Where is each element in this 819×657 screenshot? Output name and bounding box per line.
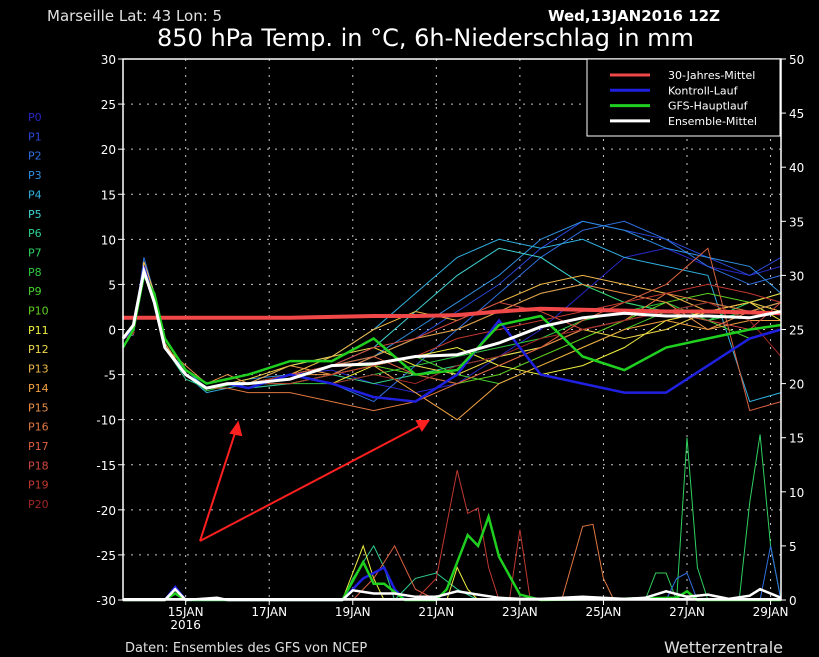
brand-label: Wetterzentrale	[664, 638, 783, 657]
arrow-head-2	[415, 420, 430, 432]
annotation-arrows	[199, 420, 430, 542]
y-tick-label-right: 50	[789, 53, 804, 67]
member-label-p6: P6	[28, 227, 42, 240]
member-label-p1: P1	[28, 130, 42, 143]
y-tick-label-right: 40	[789, 161, 804, 175]
member-label-p14: P14	[28, 382, 49, 395]
legend-label: GFS-Hauptlauf	[668, 100, 749, 113]
gfs-main-run-line	[121, 271, 782, 385]
member-label-p8: P8	[28, 266, 42, 279]
y-tick-label-left: -10	[96, 414, 116, 428]
y-tick-label-right: 0	[789, 594, 797, 608]
y-tick-label-left: 20	[101, 143, 116, 157]
member-label-p15: P15	[28, 401, 49, 414]
y-tick-label-left: 15	[101, 188, 116, 202]
legend-label: 30-Jahres-Mittel	[668, 69, 755, 82]
x-tick-label: 27JAN	[669, 605, 705, 619]
y-tick-label-left: -20	[96, 504, 116, 518]
precip-line-p16	[561, 523, 615, 601]
y-tick-label-left: 10	[101, 233, 116, 247]
y-tick-label-left: 0	[108, 324, 116, 338]
x-tick-label: 21JAN	[418, 605, 454, 619]
gridlines	[123, 59, 781, 600]
y-tick-label-left: -30	[96, 594, 116, 608]
member-label-p12: P12	[28, 343, 49, 356]
legend-box	[586, 58, 781, 137]
y-tick-label-right: 25	[789, 324, 804, 338]
x-tick-year-label: 2016	[170, 618, 201, 632]
y-tick-label-left: 5	[108, 278, 116, 292]
y-tick-label-right: 30	[789, 269, 804, 283]
legend: 30-Jahres-Mittel Kontroll-Lauf GFS-Hauptla…	[586, 58, 781, 137]
member-label-p17: P17	[28, 440, 49, 453]
chart-title: 850 hPa Temp. in °C, 6h-Niederschlag in …	[157, 24, 694, 52]
x-tick-label: 15JAN	[168, 605, 204, 619]
member-label-p19: P19	[28, 479, 49, 492]
arrow-line-2	[199, 424, 422, 542]
member-label-p3: P3	[28, 169, 42, 182]
x-tick-label: 29JAN	[753, 605, 789, 619]
member-label-p7: P7	[28, 246, 42, 259]
x-tick-label: 23JAN	[502, 605, 538, 619]
run-time-label: Wed,13JAN2016 12Z	[548, 7, 720, 25]
precip-line-p19	[415, 470, 531, 601]
y-tick-label-left: -25	[96, 549, 116, 563]
x-tick-label: 19JAN	[335, 605, 371, 619]
y-tick-label-left: 25	[101, 98, 116, 112]
member-label-p18: P18	[28, 459, 49, 472]
y-tick-label-right: 45	[789, 107, 804, 121]
data-source-label: Daten: Ensembles des GFS von NCEP	[125, 641, 367, 656]
member-label-p9: P9	[28, 285, 42, 298]
member-label-p2: P2	[28, 150, 42, 163]
member-label-p11: P11	[28, 324, 49, 337]
legend-label: Kontroll-Lauf	[668, 84, 739, 97]
member-label-p5: P5	[28, 208, 42, 221]
x-tick-label: 17JAN	[251, 605, 287, 619]
member-label-p16: P16	[28, 421, 49, 434]
arrow-head-1	[229, 420, 243, 437]
location-label: Marseille Lat: 43 Lon: 5	[47, 7, 222, 25]
member-label-p10: P10	[28, 305, 49, 318]
temperature-series	[121, 220, 782, 421]
precip-line-p7	[644, 434, 782, 601]
member-label-p13: P13	[28, 363, 49, 376]
y-tick-label-left: -15	[96, 459, 116, 473]
ensemble-mean-line	[121, 264, 782, 390]
legend-label: Ensemble-Mittel	[668, 115, 757, 128]
y-tick-label-right: 5	[789, 540, 797, 554]
arrow-line-1	[199, 429, 237, 542]
x-tick-label: 25JAN	[586, 605, 622, 619]
y-tick-label-left: 30	[101, 53, 116, 67]
member-labels: P0 P1 P2 P3 P4 P5 P6 P7 P8 P9 P10 P11 P12 P13 P14 P15 P1…	[28, 111, 49, 511]
y-tick-label-left: -5	[104, 369, 116, 383]
y-tick-label-right: 15	[789, 432, 804, 446]
member-label-p0: P0	[28, 111, 42, 124]
member-label-p4: P4	[28, 188, 42, 201]
y-tick-label-right: 10	[789, 486, 804, 500]
axes: -30 -25 -20 -15 -10 -5 0 5 10 15 20 25 30 0 5 10 15 20 25 3…	[96, 53, 804, 632]
y-tick-label-right: 35	[789, 215, 804, 229]
y-tick-label-right: 20	[789, 378, 804, 392]
member-label-p20: P20	[28, 498, 49, 511]
